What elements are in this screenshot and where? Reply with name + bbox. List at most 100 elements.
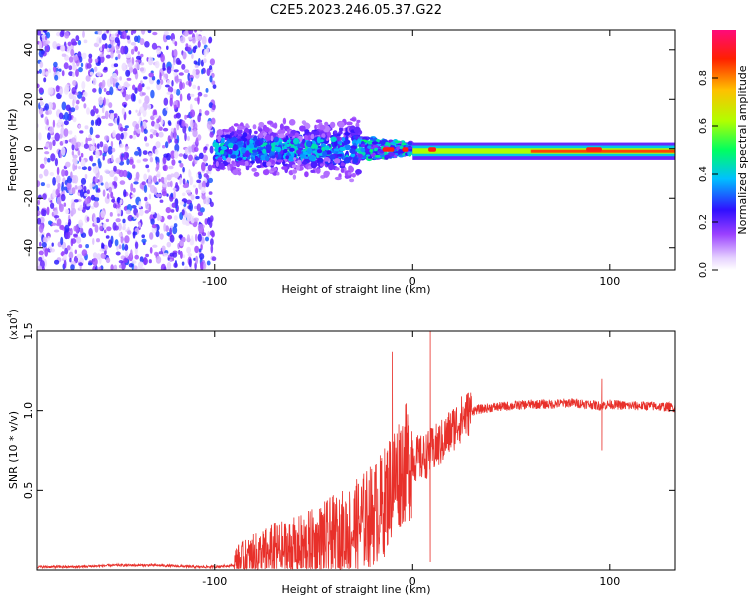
spectrogram-cell [194, 233, 198, 242]
spectrogram-cell [179, 177, 182, 185]
spectrogram-cell [160, 119, 164, 125]
spectrogram-cell [127, 230, 132, 235]
spectrogram-cell [244, 127, 249, 133]
snr-x-tick-label: 0 [409, 575, 416, 588]
spectrogram-cell [113, 63, 119, 68]
spectrogram-cell [141, 181, 146, 186]
spectrogram-cell [96, 143, 100, 149]
spectrogram-cell [83, 185, 87, 192]
spectrogram-cell [105, 218, 110, 223]
spectrogram-cell [58, 68, 62, 72]
spectrogram-cell [172, 226, 178, 235]
spectrogram-cell [101, 104, 105, 114]
spectrogram-cell [47, 102, 54, 110]
spectrogram-cell [176, 123, 180, 131]
spectrogram-cell [200, 186, 206, 194]
spectrogram-cell [84, 198, 90, 205]
spectrogram-cell [201, 35, 207, 45]
spectrogram-cell [76, 253, 83, 259]
spectrogram-cell [38, 132, 42, 141]
spectrogram-cell [154, 121, 159, 130]
spectrogram-cell [254, 130, 258, 135]
spectrogram-cell [80, 152, 84, 158]
spectrogram-x-label: Height of straight line (km) [281, 283, 430, 296]
spectrogram-cell [47, 236, 50, 241]
spectrogram-cell [304, 122, 311, 130]
spectrogram-cell [133, 181, 139, 185]
spectrogram-cell [85, 244, 89, 249]
spectrogram-cell [66, 182, 72, 191]
spectrogram-cell [186, 114, 190, 118]
spectrogram-cell [158, 251, 164, 255]
spectrogram-cell [172, 252, 178, 258]
spectrogram-cell [75, 99, 80, 105]
spectrogram-cell [294, 132, 300, 138]
spectrogram-cell [73, 175, 79, 184]
spectrogram-cell [110, 113, 115, 121]
spectrogram-cell [72, 80, 77, 86]
spectrogram-cell [166, 45, 169, 50]
spectrogram-cell [173, 223, 178, 228]
spectrogram-cell [156, 47, 162, 55]
spectrogram-cell [192, 36, 196, 44]
spectrogram-cell [187, 145, 193, 155]
spectrogram-cell [110, 191, 114, 199]
spectrogram-cell [193, 184, 196, 188]
spectrogram-cell [43, 77, 47, 83]
spectrogram-cell [64, 112, 69, 121]
spectrogram-cell [181, 261, 185, 266]
spectrogram-cell [37, 217, 42, 225]
spectrogram-cell [158, 131, 164, 138]
spectrogram-cell [344, 156, 351, 164]
spectrogram-cell [160, 53, 165, 63]
spectrogram-cell [75, 142, 79, 150]
spectrogram-cell [109, 212, 113, 217]
spectrogram-cell [93, 216, 97, 225]
spectrogram-cell [340, 162, 345, 167]
spectrogram-cell [304, 129, 310, 134]
spectrogram-cell [173, 69, 179, 73]
spectrogram-cell [157, 215, 162, 221]
spectrogram-cell [182, 51, 187, 60]
spectrogram-cell [252, 124, 257, 130]
spectrogram-cell [193, 146, 199, 152]
spectrogram-cell [305, 140, 312, 147]
spectrogram-cell [81, 52, 87, 59]
spectrogram-cell [71, 187, 76, 195]
spectrogram-cell [117, 85, 122, 90]
spectrogram-cell [116, 207, 120, 215]
spectrogram-cell [192, 68, 197, 77]
spectrogram-cell [74, 92, 79, 96]
spectrogram-cell [166, 181, 171, 187]
spectrogram-cell [128, 66, 134, 73]
spectrogram-cell [142, 150, 148, 156]
spectrogram-cell [163, 266, 167, 270]
spectrogram-cell [129, 135, 133, 139]
spectrogram-cell [72, 157, 77, 164]
spectrogram-cell [52, 189, 56, 199]
spectrogram-cell [155, 132, 159, 138]
spectrogram-cell [196, 179, 202, 184]
spectrogram-cell [94, 66, 98, 72]
spectrogram-cell [190, 194, 195, 201]
spectrogram-cell [212, 142, 220, 148]
spectrogram-cell [130, 42, 136, 46]
spectrogram-cell [198, 152, 204, 159]
snr-x-tick-label: 100 [599, 575, 620, 588]
spectrogram-cell [230, 154, 237, 159]
spectrogram-cell [56, 46, 60, 50]
spectrogram-cell [47, 157, 51, 163]
spectrogram-cell [112, 130, 116, 138]
spectrogram-cell [170, 209, 175, 213]
spectrogram-cell [174, 143, 180, 153]
spectrogram-cell [209, 75, 213, 83]
spectrogram-cell [81, 249, 88, 257]
spectrogram-cell [100, 210, 106, 219]
spectrogram-cell [113, 176, 118, 182]
spectrogram-cell [350, 153, 356, 158]
spectrogram-cell [136, 212, 139, 218]
spectrogram-cell [134, 46, 138, 52]
spectrogram-cell [239, 162, 246, 166]
spectrogram-cell [319, 158, 324, 163]
spectrogram-cell [122, 223, 127, 227]
